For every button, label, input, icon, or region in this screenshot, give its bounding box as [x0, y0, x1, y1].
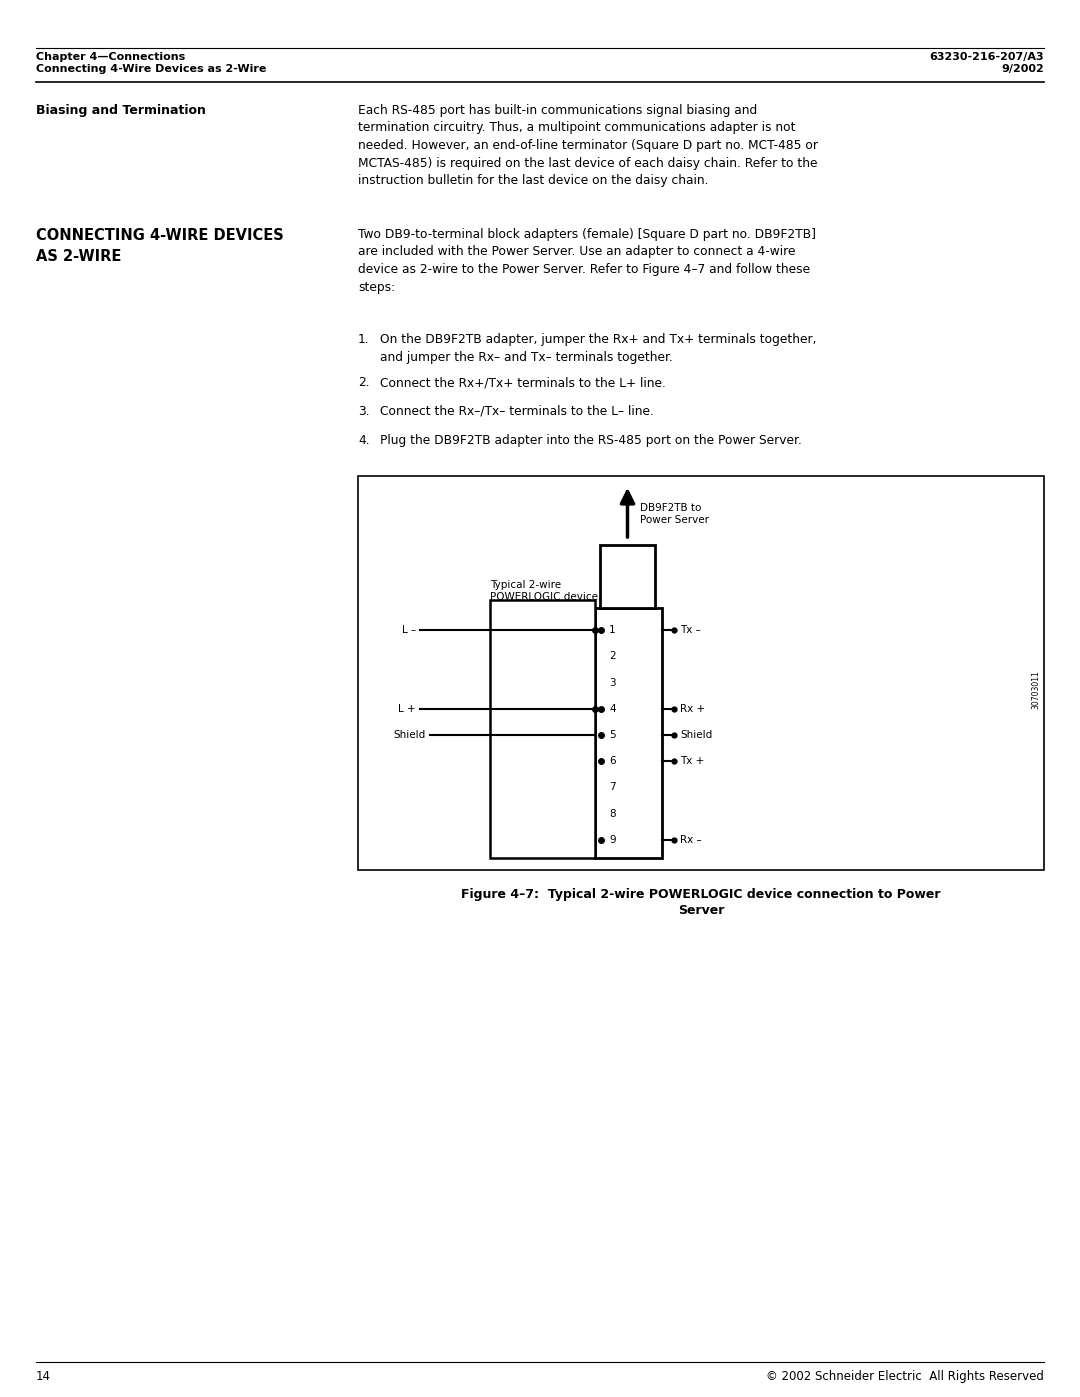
- Bar: [595, 608, 662, 858]
- Text: Rx +: Rx +: [680, 704, 705, 714]
- Text: 7: 7: [609, 782, 616, 792]
- Text: CONNECTING 4-WIRE DEVICES
AS 2-WIRE: CONNECTING 4-WIRE DEVICES AS 2-WIRE: [36, 228, 284, 264]
- Text: 2: 2: [609, 651, 616, 661]
- Text: 5: 5: [609, 731, 616, 740]
- Text: Typical 2-wire: Typical 2-wire: [490, 580, 562, 590]
- Text: Shield: Shield: [680, 731, 712, 740]
- Text: 4: 4: [609, 704, 616, 714]
- Text: 3: 3: [609, 678, 616, 687]
- Text: Biasing and Termination: Biasing and Termination: [36, 103, 206, 117]
- Text: Chapter 4—Connections: Chapter 4—Connections: [36, 52, 186, 61]
- Bar: [600, 545, 654, 608]
- Text: 9: 9: [609, 835, 616, 845]
- Text: 3.: 3.: [357, 405, 369, 418]
- Text: 8: 8: [609, 809, 616, 819]
- Text: Server: Server: [678, 904, 725, 916]
- Text: 6: 6: [609, 756, 616, 766]
- Text: L +: L +: [399, 704, 416, 714]
- Text: 1.: 1.: [357, 332, 369, 346]
- Text: Connecting 4-Wire Devices as 2-Wire: Connecting 4-Wire Devices as 2-Wire: [36, 64, 267, 74]
- Text: Plug the DB9F2TB adapter into the RS-485 port on the Power Server.: Plug the DB9F2TB adapter into the RS-485…: [380, 434, 801, 447]
- Text: Power Server: Power Server: [639, 515, 708, 525]
- Text: Tx –: Tx –: [680, 624, 701, 636]
- Text: 2.: 2.: [357, 376, 369, 388]
- Text: 30703011: 30703011: [1031, 671, 1040, 710]
- Text: Each RS-485 port has built-in communications signal biasing and
termination circ: Each RS-485 port has built-in communicat…: [357, 103, 818, 187]
- Text: Rx –: Rx –: [680, 835, 702, 845]
- Text: 14: 14: [36, 1370, 51, 1383]
- Text: On the DB9F2TB adapter, jumper the Rx+ and Tx+ terminals together,
and jumper th: On the DB9F2TB adapter, jumper the Rx+ a…: [380, 332, 816, 363]
- Text: Shield: Shield: [394, 731, 426, 740]
- Text: L –: L –: [402, 624, 416, 636]
- Text: 63230-216-207/A3: 63230-216-207/A3: [930, 52, 1044, 61]
- Text: 9/2002: 9/2002: [1001, 64, 1044, 74]
- Text: Two DB9-to-terminal block adapters (female) [Square D part no. DB9F2TB]
are incl: Two DB9-to-terminal block adapters (fema…: [357, 228, 816, 293]
- Text: Connect the Rx–/Tx– terminals to the L– line.: Connect the Rx–/Tx– terminals to the L– …: [380, 405, 653, 418]
- Text: 4.: 4.: [357, 434, 369, 447]
- Bar: [490, 599, 595, 858]
- Text: DB9F2TB to: DB9F2TB to: [639, 503, 701, 513]
- Bar: [357, 476, 1044, 870]
- Text: Connect the Rx+/Tx+ terminals to the L+ line.: Connect the Rx+/Tx+ terminals to the L+ …: [380, 376, 666, 388]
- Text: Tx +: Tx +: [680, 756, 704, 766]
- Bar: [570, 608, 595, 640]
- Text: Figure 4–7:  Typical 2-wire POWERLOGIC device connection to Power: Figure 4–7: Typical 2-wire POWERLOGIC de…: [461, 888, 941, 901]
- Text: 1: 1: [609, 624, 616, 636]
- Text: POWERLOGIC device: POWERLOGIC device: [490, 592, 598, 602]
- Text: © 2002 Schneider Electric  All Rights Reserved: © 2002 Schneider Electric All Rights Res…: [766, 1370, 1044, 1383]
